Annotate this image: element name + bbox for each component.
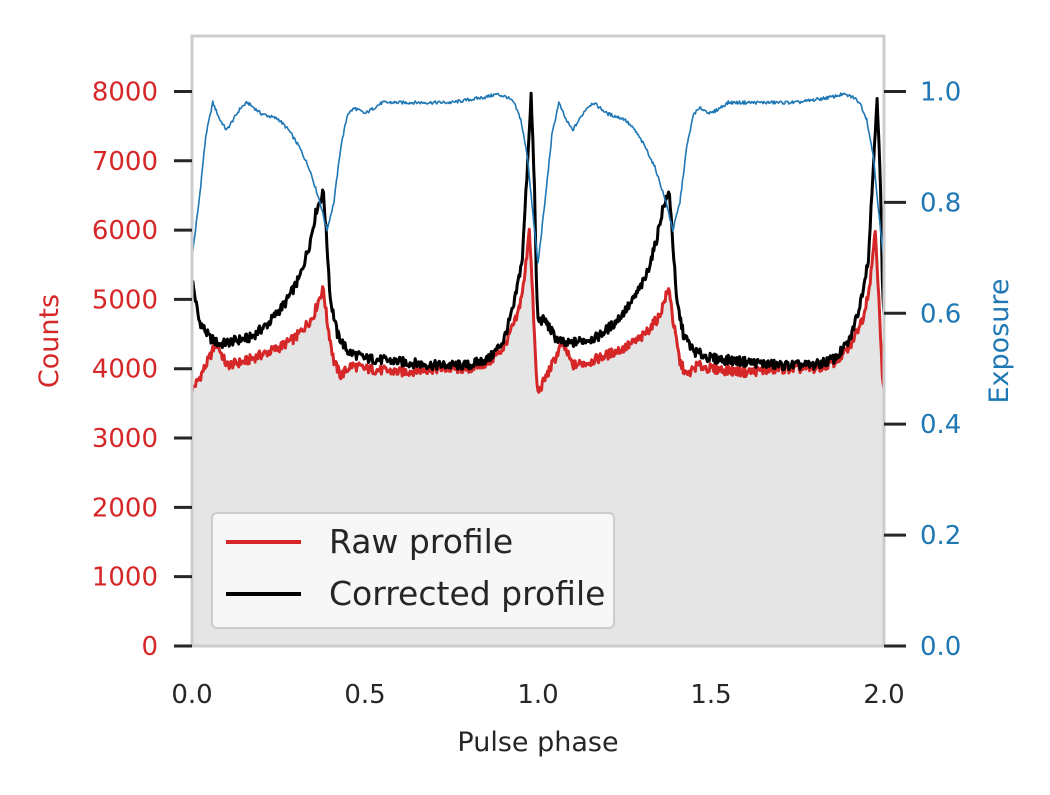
- x-tick-label: 0.5: [344, 680, 385, 710]
- x-tick-label: 2.0: [863, 680, 904, 710]
- y-tick-label-right: 0.6: [920, 299, 961, 329]
- right-axis: 0.0 0.2 0.4 0.6 0.8 1.0: [884, 77, 961, 662]
- x-axis-title: Pulse phase: [457, 727, 618, 758]
- y-tick-label-right: 0.2: [920, 521, 961, 551]
- plot-frame: [190, 34, 886, 648]
- y-tick-label-right: 0.8: [920, 188, 961, 218]
- left-axis: 0 1000 2000 3000 4000 5000 6000 7000 8000: [92, 77, 192, 662]
- y-axis-title-right: Exposure: [984, 279, 1015, 404]
- y-tick-label-right: 0.4: [920, 410, 961, 440]
- series-corrected-profile: [191, 91, 886, 372]
- y-tick-label-right: 1.0: [920, 77, 961, 107]
- series-exposure: [191, 92, 885, 264]
- y-tick-label-left: 5000: [92, 285, 158, 315]
- x-tick-label: 0.0: [171, 680, 212, 710]
- y-tick-label-left: 8000: [92, 77, 158, 107]
- y-tick-label-left: 1000: [92, 563, 158, 593]
- legend-box: [211, 512, 615, 629]
- legend-label-corrected: Corrected profile: [329, 574, 605, 613]
- y-tick-label-left: 6000: [92, 216, 158, 246]
- legend-label-raw: Raw profile: [329, 522, 513, 561]
- y-tick-label-left: 3000: [92, 424, 158, 454]
- series-raw-profile: [190, 227, 886, 394]
- y-tick-label-right: 0.0: [920, 632, 961, 662]
- legend: Raw profile Corrected profile: [211, 512, 615, 629]
- y-tick-label-left: 4000: [92, 355, 158, 385]
- bottom-axis: 0.0 0.5 1.0 1.5 2.0: [171, 680, 904, 710]
- y-tick-label-left: 2000: [92, 493, 158, 523]
- y-tick-label-left: 7000: [92, 147, 158, 177]
- y-tick-label-left: 0: [141, 632, 158, 662]
- y-axis-title-left: Counts: [34, 294, 65, 388]
- x-tick-label: 1.5: [690, 680, 731, 710]
- x-tick-label: 1.0: [517, 680, 558, 710]
